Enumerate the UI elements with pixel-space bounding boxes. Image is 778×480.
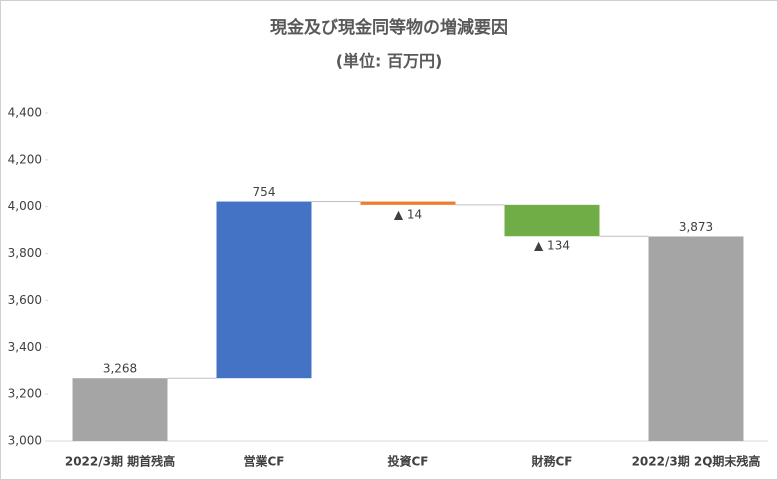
bar bbox=[504, 204, 600, 237]
y-tick-label: 3,400 bbox=[8, 340, 42, 354]
y-tick-label: 3,800 bbox=[8, 246, 42, 260]
chart-title: 現金及び現金同等物の増減要因 bbox=[270, 17, 508, 38]
value-label: 3,268 bbox=[103, 362, 137, 376]
x-tick-label: 財務CF bbox=[530, 454, 572, 469]
x-tick-label: 営業CF bbox=[243, 454, 284, 469]
y-tick-label: 3,200 bbox=[8, 387, 42, 401]
value-label: ▲ 14 bbox=[394, 207, 422, 221]
bar bbox=[72, 378, 168, 441]
y-tick-label: 4,000 bbox=[8, 199, 42, 213]
y-tick-label: 3,600 bbox=[8, 293, 42, 307]
y-tick-label: 3,000 bbox=[8, 434, 42, 448]
chart-subtitle: (単位: 百万円) bbox=[336, 52, 443, 71]
bar bbox=[216, 201, 312, 379]
value-label: 3,873 bbox=[679, 220, 713, 234]
y-tick-label: 4,400 bbox=[8, 106, 42, 120]
x-tick-label: 投資CF bbox=[387, 454, 428, 469]
bar bbox=[648, 236, 744, 441]
bar bbox=[360, 201, 456, 205]
x-tick-label: 2022/3期 2Q期末残高 bbox=[632, 454, 761, 469]
value-label: ▲ 134 bbox=[534, 239, 570, 253]
value-label: 754 bbox=[253, 185, 276, 199]
y-tick-label: 4,200 bbox=[8, 152, 42, 166]
x-tick-label: 2022/3期 期首残高 bbox=[65, 454, 175, 469]
